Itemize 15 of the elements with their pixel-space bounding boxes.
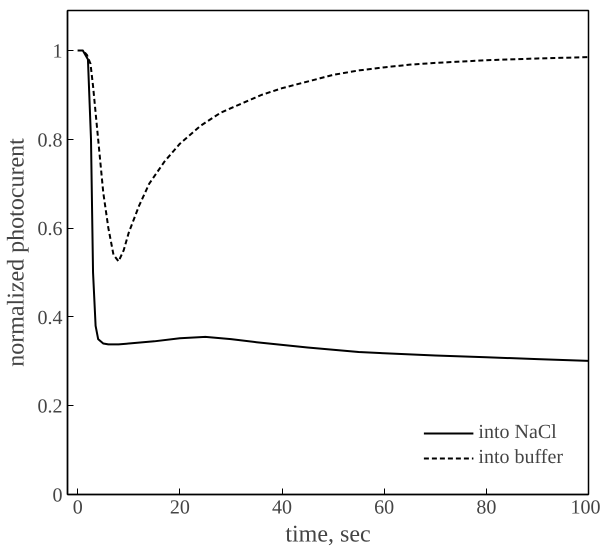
x-tick-label: 0 [72, 496, 83, 518]
x-tick-label: 100 [570, 496, 600, 518]
x-tick-label: 80 [476, 496, 496, 518]
y-tick-label: 0.2 [38, 396, 62, 418]
legend-label: into NaCl [478, 421, 557, 444]
x-tick-label: 40 [272, 496, 292, 518]
y-tick-label: 0.6 [38, 218, 62, 240]
y-tick-label: 1 [52, 40, 62, 62]
y-tick-label: 0.4 [38, 306, 62, 329]
x-tick-label: 20 [170, 496, 190, 518]
x-axis-title: time, sec [285, 522, 371, 548]
x-tick-label: 60 [374, 496, 394, 518]
y-tick-label: 0.8 [38, 129, 62, 152]
y-axis-title: normalized photocurent [4, 138, 30, 367]
legend-label: into buffer [478, 446, 563, 469]
